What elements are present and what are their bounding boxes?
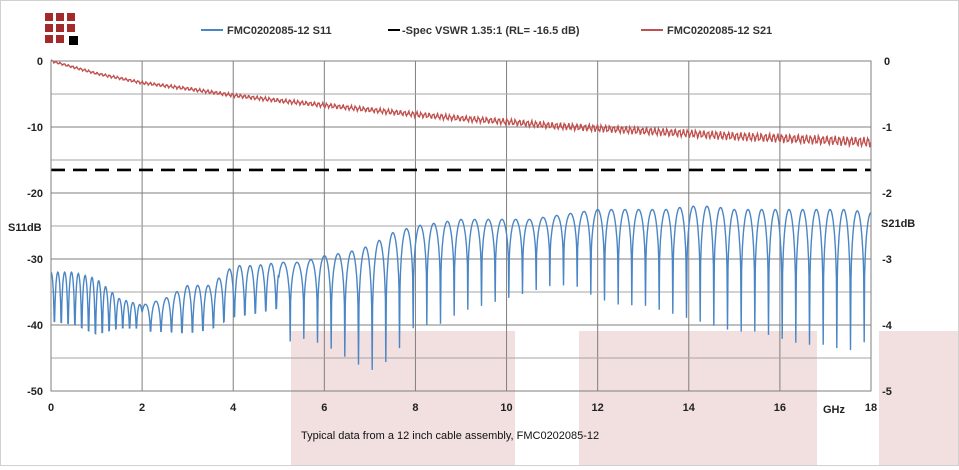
- x-tick-label-3: 6: [321, 402, 327, 414]
- legend: FMC0202085-12 S11 -Spec VSWR 1.35:1 (RL=…: [201, 25, 772, 37]
- y-tick-right-4: -4: [882, 320, 893, 332]
- x-tick-label-6: 12: [592, 402, 604, 414]
- x-axis-label: GHz: [823, 404, 846, 416]
- y-tick-right-5: -5: [882, 386, 892, 398]
- x-tick-label-1: 2: [139, 402, 145, 414]
- y-tick-right-0: 0: [884, 56, 890, 68]
- y-tick-left-3: -30: [27, 254, 43, 266]
- series-s11-line: [50, 205, 872, 370]
- x-tick-label-5: 10: [500, 402, 512, 414]
- y-axis-right-label: S21dB: [881, 218, 915, 230]
- y-tick-left-2: -20: [27, 188, 43, 200]
- y-tick-right-1: -1: [882, 122, 892, 134]
- axes: 0 2 4 6 8 10 12 14 16 18 0 -10 -20 -30 -40 -50 0 -1 -2 -3 -4…: [27, 56, 893, 414]
- x-tick-label-8: 16: [774, 402, 786, 414]
- legend-label-s21: FMC0202085-12 S21: [667, 25, 772, 37]
- chart-caption: Typical data from a 12 inch cable assemb…: [301, 430, 599, 442]
- background-blocks: [291, 331, 959, 465]
- y-tick-right-3: -3: [882, 254, 892, 266]
- x-tick-label-7: 14: [683, 402, 696, 414]
- x-tick-label-2: 4: [230, 402, 237, 414]
- x-tick-label-4: 8: [412, 402, 418, 414]
- legend-item-spec: -Spec VSWR 1.35:1 (RL= -16.5 dB): [388, 25, 580, 37]
- y-axis-left-label: S11dB: [8, 222, 42, 234]
- plot-area: [50, 59, 872, 370]
- legend-item-s11: FMC0202085-12 S11: [201, 25, 332, 37]
- y-tick-left-5: -50: [27, 386, 43, 398]
- plot-border: [50, 60, 872, 392]
- company-logo-icon: [45, 13, 78, 45]
- y-tick-left-4: -40: [27, 320, 43, 332]
- series-s21-line: [50, 59, 872, 149]
- y-tick-left-1: -10: [27, 122, 43, 134]
- legend-label-spec: -Spec VSWR 1.35:1 (RL= -16.5 dB): [402, 25, 580, 37]
- y-tick-right-2: -2: [882, 188, 892, 200]
- legend-item-s21: FMC0202085-12 S21: [641, 25, 772, 37]
- y-tick-left-0: 0: [37, 56, 43, 68]
- legend-label-s11: FMC0202085-12 S11: [227, 25, 332, 37]
- x-tick-label-0: 0: [48, 402, 54, 414]
- x-tick-label-9: 18: [865, 402, 877, 414]
